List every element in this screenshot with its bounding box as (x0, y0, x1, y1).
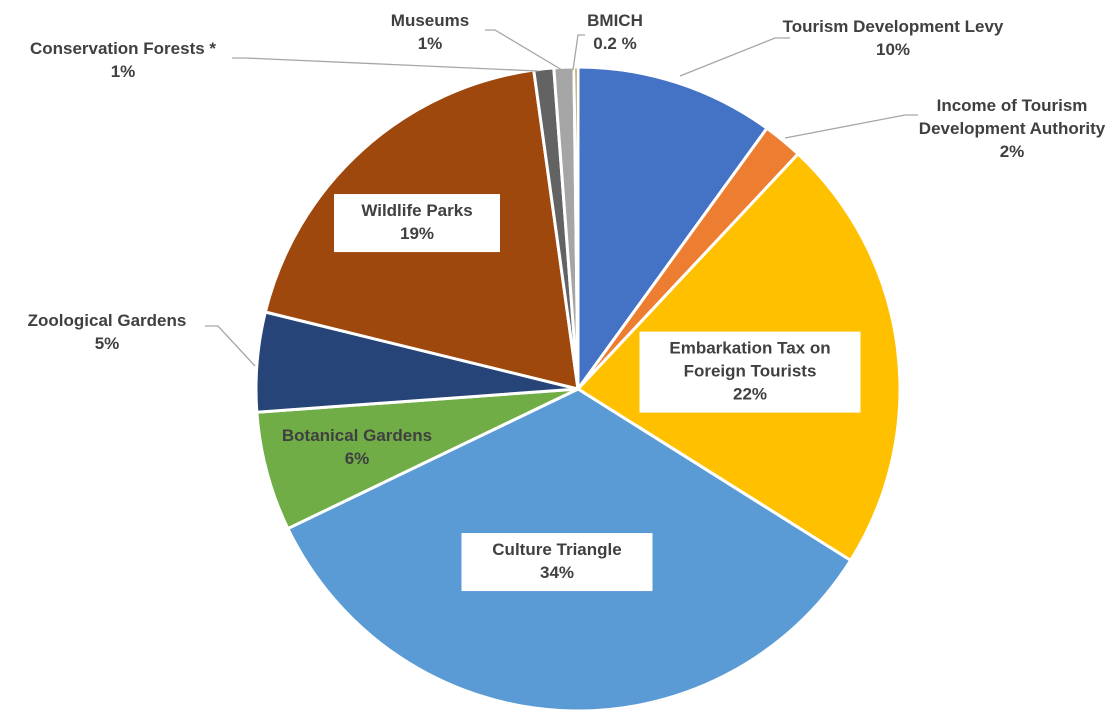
value-label: 22% (732, 384, 768, 404)
slice-label: Museums 1% (370, 10, 490, 56)
leader-line (485, 29, 563, 71)
slice-label: Conservation Forests * 1% (21, 38, 226, 84)
leader-line (784, 114, 918, 139)
value-label: 0.2 % (593, 33, 637, 53)
slice-label: Botanical Gardens 6% (257, 425, 457, 471)
leader-line (572, 34, 585, 71)
value-label: 34% (539, 563, 575, 582)
slice-label: Embarkation Tax on Foreign Tourists 22% (639, 331, 861, 413)
slice-label: Tourism Development Levy 10% (773, 16, 1013, 62)
value-label: 6% (344, 449, 370, 468)
category-label: BMICH (587, 11, 643, 30)
category-label: Conservation Forests * (29, 39, 217, 58)
category-label: Tourism Development Levy (782, 17, 1004, 36)
leader-line (232, 57, 539, 72)
pie-slice (255, 387, 580, 531)
category-label: Botanical Gardens (281, 426, 433, 446)
category-label: Income of Tourism Development Authority (918, 96, 1106, 138)
category-label: Embarkation Tax on Foreign Tourists (669, 338, 831, 381)
value-label: 5% (94, 333, 120, 353)
value-label: 19% (399, 224, 435, 243)
value-label: 10% (875, 39, 911, 59)
slice-label: Culture Triangle 34% (461, 533, 653, 591)
slice-label: Wildlife Parks 19% (334, 194, 500, 252)
slice-label: Income of Tourism Development Authority 2… (917, 95, 1107, 164)
value-label: 2% (999, 141, 1025, 161)
category-label: Zoological Gardens (27, 311, 187, 330)
value-label: 1% (417, 33, 443, 53)
category-label: Museums (390, 11, 470, 30)
pie-slice (576, 65, 769, 391)
category-label: Culture Triangle (492, 540, 622, 560)
category-label: Wildlife Parks (361, 201, 473, 221)
leader-line (205, 325, 256, 367)
slice-label: Zoological Gardens 5% (2, 310, 212, 356)
value-label: 1% (110, 61, 136, 81)
slice-label: BMICH 0.2 % (575, 10, 655, 56)
leader-line (679, 37, 790, 77)
